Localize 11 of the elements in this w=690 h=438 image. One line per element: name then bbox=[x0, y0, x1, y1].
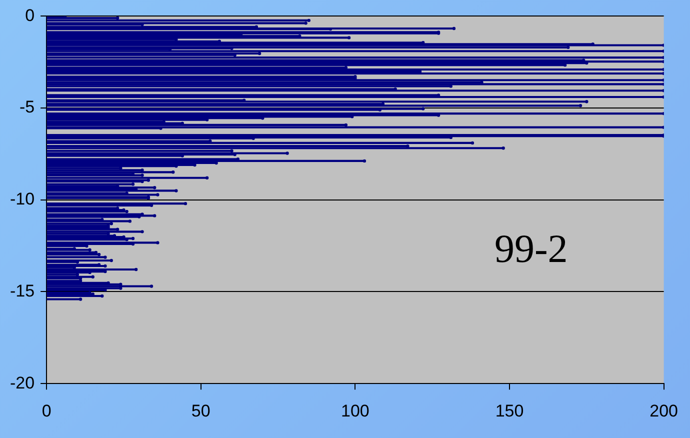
y-tick-label: -5 bbox=[19, 98, 35, 117]
y-tick-label: -15 bbox=[10, 281, 35, 300]
y-tick-label: -20 bbox=[10, 373, 35, 392]
y-tick-label: -10 bbox=[10, 190, 35, 209]
x-tick-label: 150 bbox=[495, 401, 524, 420]
y-tick-label: 0 bbox=[25, 6, 35, 25]
x-tick-label: 50 bbox=[191, 401, 210, 420]
x-tick-label: 100 bbox=[341, 401, 370, 420]
x-tick-label: 200 bbox=[650, 401, 678, 420]
x-tick-label: 0 bbox=[42, 401, 52, 420]
annotation: 99-2 bbox=[494, 226, 568, 271]
